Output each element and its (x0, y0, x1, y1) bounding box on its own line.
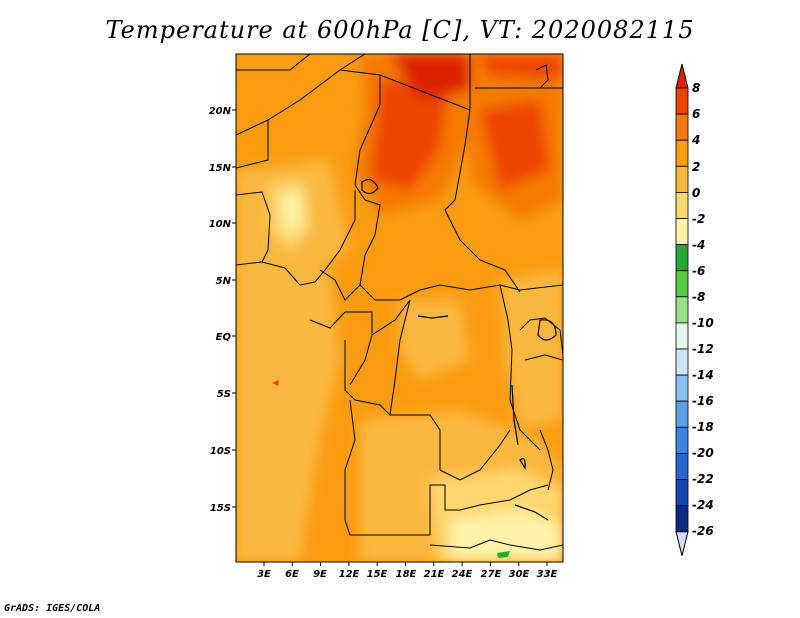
lakes (361, 178, 557, 521)
colorbar-segment (675, 452, 689, 480)
lon-label: 9E (313, 569, 327, 580)
colorbar-segment (675, 296, 689, 324)
colorbar-segment (675, 139, 689, 167)
lat-label: 5S (217, 389, 231, 400)
colorbar-bottom-arrow (675, 531, 689, 556)
lat-label: 20N (209, 106, 232, 117)
lat-label: 15N (209, 163, 232, 174)
colorbar-segment (675, 191, 689, 219)
colorbar-segment (675, 426, 689, 454)
colorbar-label: -24 (692, 498, 714, 512)
lat-label: 10N (209, 219, 232, 230)
lat-label: 10S (210, 446, 231, 457)
temperature-field (236, 54, 563, 562)
colorbar-segment (675, 400, 689, 428)
lon-label: 12E (339, 569, 360, 580)
colorbar-label: -26 (692, 524, 714, 538)
colorbar-segment (675, 505, 689, 533)
colorbar-label: -4 (692, 238, 705, 252)
colorbar-segment (675, 479, 689, 507)
lon-label: 3E (257, 569, 271, 580)
colorbar-labels: 8 6 4 2 0 -2 -4 -6 -8 -10 -12 -14 -16 -1… (691, 81, 714, 538)
colorbar-segment (675, 270, 689, 298)
colorbar-top-arrow (675, 63, 689, 89)
lat-label: EQ (216, 332, 232, 343)
colorbar-label: -6 (692, 264, 705, 278)
colorbar-segment (675, 244, 689, 272)
colorbar-segment (675, 374, 689, 402)
latitude-labels: 20N 15N 10N 5N EQ 5S 10S 15S (209, 106, 232, 514)
colorbar-label: 0 (692, 186, 700, 200)
lat-label: 15S (210, 503, 231, 514)
colorbar-label: -18 (692, 420, 714, 434)
lon-label: 30E (509, 569, 530, 580)
lon-label: 15E (367, 569, 388, 580)
colorbar-label: 4 (691, 133, 700, 147)
colorbar-label: 8 (692, 81, 700, 95)
colorbar-label: -20 (692, 446, 714, 460)
colorbar-segment (675, 322, 689, 350)
chart-title: Temperature at 600hPa [C], VT: 202008211… (105, 16, 695, 44)
footer-credit: GrADS: IGES/COLA (4, 603, 101, 614)
axis-ticks (232, 109, 548, 566)
colorbar-label: -12 (692, 342, 714, 356)
colorbar-label: -16 (692, 394, 714, 408)
lon-label: 18E (396, 569, 417, 580)
lat-label: 5N (216, 276, 232, 287)
lon-label: 21E (424, 569, 445, 580)
colorbar-label: 2 (692, 160, 700, 174)
lon-label: 27E (481, 569, 502, 580)
lon-label: 33E (537, 569, 558, 580)
lon-label: 6E (285, 569, 299, 580)
colorbar-segment (675, 113, 689, 141)
colorbar-segment (675, 165, 689, 193)
colorbar-label: -2 (692, 212, 705, 226)
colorbar-segment (675, 218, 689, 246)
colorbar-segment (675, 348, 689, 376)
longitude-labels: 3E 6E 9E 12E 15E 18E 21E 24E 27E 30E 33E (257, 569, 557, 580)
lon-label: 24E (452, 569, 473, 580)
colorbar-label: -8 (692, 290, 705, 304)
map-frame (235, 53, 564, 563)
colorbar-label: -10 (692, 316, 714, 330)
colorbar (675, 63, 689, 556)
colorbar-label: -14 (692, 368, 714, 382)
colorbar-label: 6 (692, 107, 700, 121)
country-borders (236, 54, 563, 551)
colorbar-segment (675, 87, 689, 115)
colorbar-label: -22 (692, 472, 714, 486)
